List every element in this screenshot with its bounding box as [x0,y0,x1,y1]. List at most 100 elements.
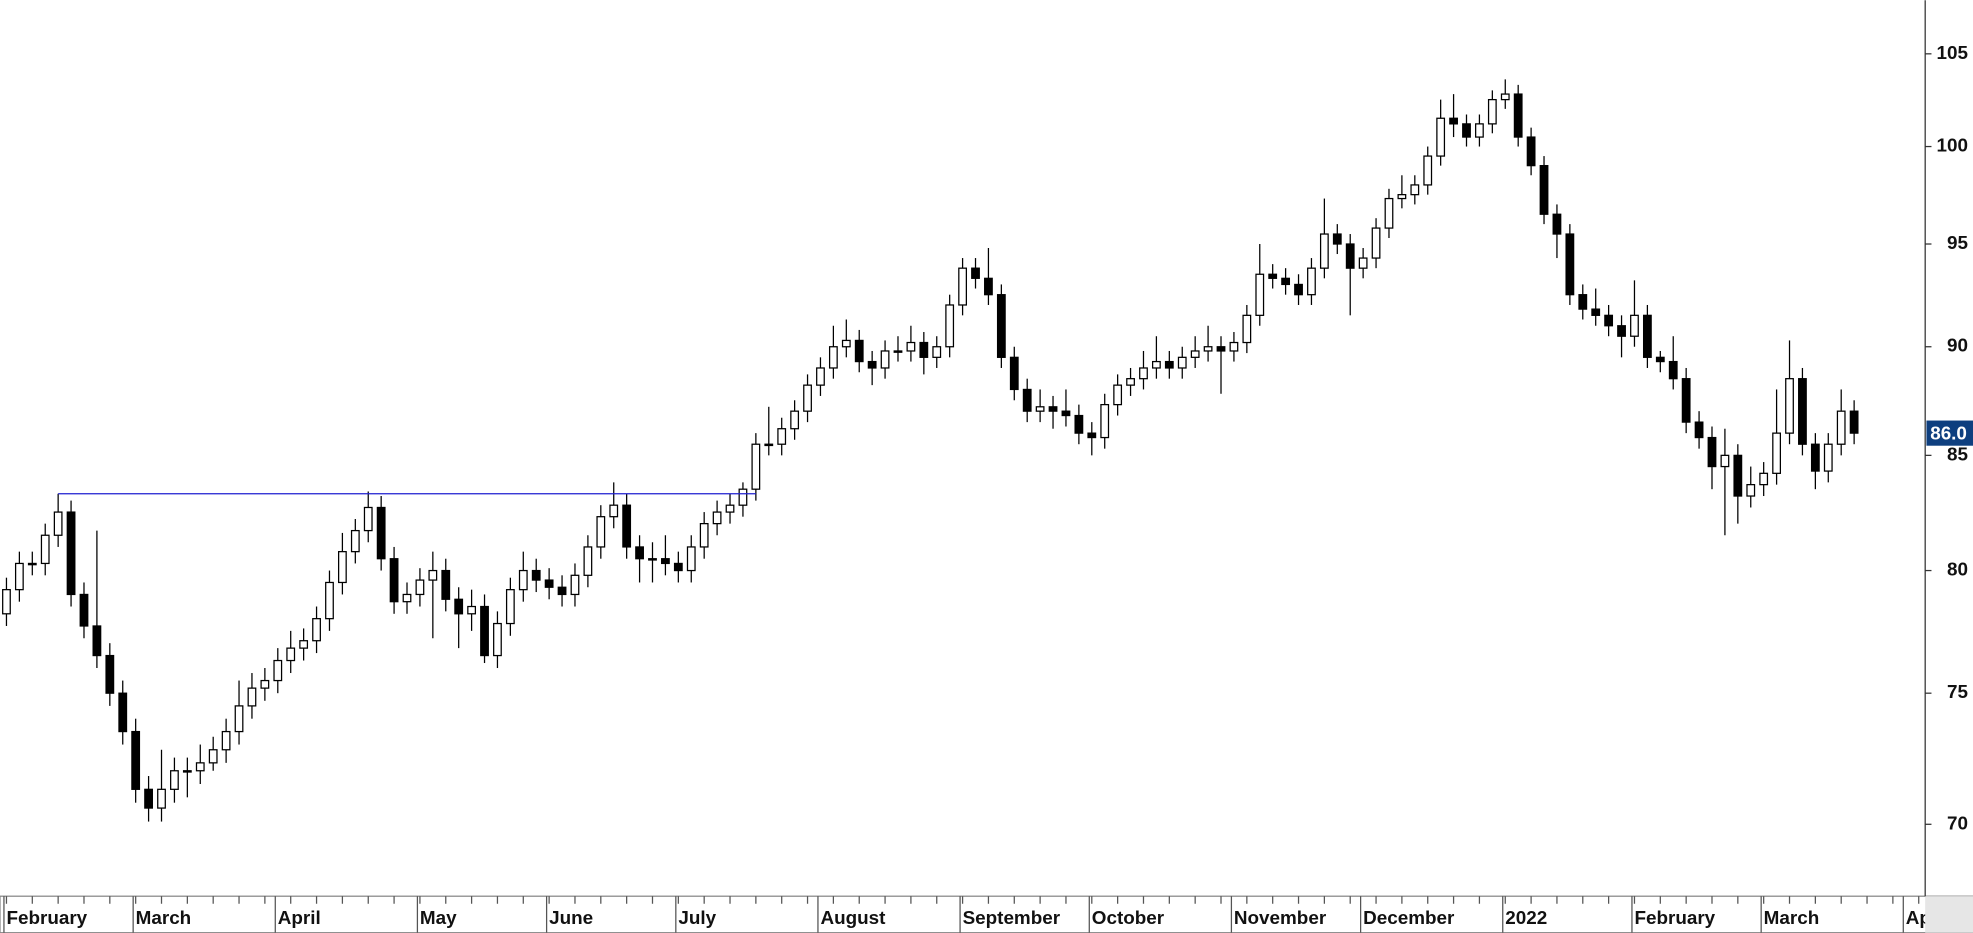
candle-body [1410,184,1420,196]
x-tick-label: August [820,907,886,928]
candle-body [738,488,748,506]
candle-body [1371,227,1381,259]
candle-body [415,579,425,596]
candle-body [1694,421,1704,439]
candle-body [1526,136,1536,167]
candle-body [1126,378,1135,386]
x-tick-label: February [1634,907,1715,928]
candle-body [1513,93,1523,138]
candle-body [1423,155,1433,186]
candle-body [1268,273,1278,279]
y-tick-label: 85 [1947,443,1968,464]
x-tick-label: September [963,907,1061,928]
candle-body [454,598,464,615]
candle-body [1681,378,1691,423]
candle-body [234,705,244,733]
candle-body [971,267,980,279]
candle-body [105,654,115,694]
candle-body [1836,410,1846,445]
candle-body [1539,165,1549,215]
candle-body [1164,360,1174,369]
x-tick-label: February [6,907,87,928]
candle-body [867,360,877,369]
candle-body [1604,314,1614,327]
candle-body [1810,443,1820,472]
y-tick-label: 70 [1947,812,1968,833]
candle-body [53,511,63,536]
candle-body [1307,267,1316,296]
candle-body [751,443,761,490]
candle-body [854,339,864,363]
candle-body [40,534,50,565]
y-tick-label: 90 [1947,335,1968,356]
candle-body [505,589,515,625]
candle-body [1151,360,1161,369]
candle-body [402,593,412,603]
corner [1925,896,1973,933]
candle-body [712,511,722,525]
candle-body [286,647,296,662]
y-tick-label: 95 [1947,232,1968,253]
y-tick-label: 80 [1947,559,1968,580]
candle-body [1462,123,1471,138]
candle-body [92,625,102,657]
candle-body [1139,367,1148,380]
candle-body [1229,341,1239,352]
candle-body [932,346,942,358]
candle-body [247,687,257,707]
candle-body [376,506,386,560]
x-tick-label: December [1363,907,1455,928]
x-tick-label: March [1764,907,1820,928]
candle-body [1475,123,1484,138]
candle-body [1035,406,1045,412]
candle-body [1746,484,1756,497]
x-tick-label: April [1906,907,1949,928]
y-tick-label: 100 [1936,135,1967,156]
candle-body [596,516,606,548]
candle-body [363,506,373,532]
candle-body [764,443,774,447]
candle-body [661,558,670,565]
candle-body [14,562,24,591]
candle-body [1074,414,1084,434]
y-tick-label: 105 [1936,42,1967,63]
candle-body [725,504,735,513]
candle-body [583,546,593,576]
candle-body [1565,233,1575,296]
candle-body [1785,378,1794,434]
x-axis-strip [0,895,1973,933]
candle-body [996,294,1006,358]
candle-body [1294,283,1303,296]
candle-body [1823,443,1833,472]
candle-body [1655,356,1665,363]
candle-body [635,546,644,560]
candle-body [1281,277,1291,286]
x-tick-label: 2022 [1505,907,1547,928]
candle-body [221,730,231,751]
candle-body [157,788,166,809]
candle-body [1630,314,1639,337]
candle-body [828,346,838,369]
candle-body [958,267,967,306]
candle-body [273,659,283,682]
candle-body [1190,350,1200,358]
candle-body [1707,436,1717,468]
candle-body [648,558,657,561]
x-tick-label: June [549,907,593,928]
x-tick-label: November [1234,907,1327,928]
candle-body [208,749,218,764]
candle-body [480,605,489,657]
candle-body [1100,403,1110,439]
candle-body [1849,410,1859,434]
candle-body [170,770,179,790]
candle-body [673,562,683,572]
candle-body [1022,388,1032,412]
candle-body [1552,213,1562,235]
candle-body [906,341,916,352]
candle-body [299,640,309,649]
candle-body [493,622,502,657]
candle-body [66,511,76,596]
candle-body [1578,294,1588,310]
